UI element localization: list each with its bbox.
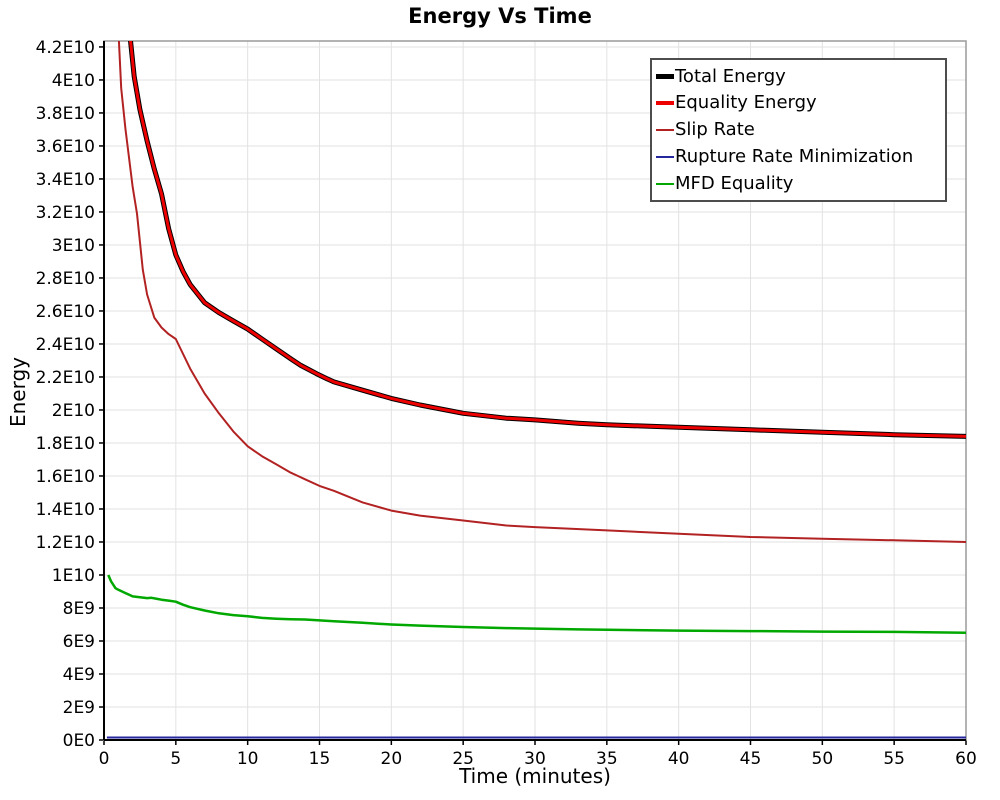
- legend-item-mfd-equality: MFD Equality: [656, 172, 941, 194]
- y-tick-label: 1.8E10: [36, 434, 95, 454]
- x-tick-label: 30: [524, 749, 546, 769]
- x-tick-label: 15: [309, 749, 331, 769]
- y-tick-label: 2.6E10: [36, 302, 95, 322]
- y-tick-label: 1.4E10: [36, 500, 95, 520]
- legend-item-equality-energy: Equality Energy: [656, 93, 941, 113]
- chart-title: Energy Vs Time: [408, 4, 592, 28]
- x-tick-label: 5: [170, 749, 181, 769]
- y-tick-label: 2E9: [63, 698, 95, 718]
- y-tick-label: 6E9: [63, 632, 95, 652]
- y-tick-label: 1.6E10: [36, 467, 95, 487]
- y-tick-label: 2.8E10: [36, 269, 95, 289]
- series-line-slip-rate: [117, 41, 966, 543]
- legend-label: Total Energy: [675, 65, 786, 87]
- y-tick-label: 3.8E10: [36, 104, 95, 124]
- legend-line-swatch: [656, 73, 674, 79]
- y-tick-label: 0E0: [63, 731, 95, 751]
- legend-label: Equality Energy: [675, 92, 817, 114]
- series-line-equality-energy: [129, 41, 966, 438]
- legend-line-swatch: [656, 155, 674, 158]
- y-tick-label: 2.2E10: [36, 368, 95, 388]
- legend-item-slip-rate: Slip Rate: [656, 120, 941, 140]
- x-tick-label: 50: [812, 749, 834, 769]
- x-tick-label: 60: [955, 749, 977, 769]
- x-tick-label: 25: [452, 749, 474, 769]
- legend-item-total-energy: Total Energy: [656, 65, 941, 87]
- legend-label: Rupture Rate Minimization: [675, 145, 914, 167]
- legend-label: Slip Rate: [675, 119, 755, 141]
- x-tick-label: 20: [381, 749, 403, 769]
- legend-line-swatch: [656, 101, 674, 106]
- y-tick-label: 1E10: [52, 566, 95, 586]
- y-tick-label: 8E9: [63, 599, 95, 619]
- y-tick-label: 3E10: [52, 236, 95, 256]
- y-tick-label: 3.4E10: [36, 170, 95, 190]
- y-tick-label: 4.2E10: [36, 38, 95, 58]
- legend-label: MFD Equality: [675, 172, 794, 194]
- y-tick-label: 2.4E10: [36, 335, 95, 355]
- y-tick-label: 1.2E10: [36, 533, 95, 553]
- x-tick-label: 45: [740, 749, 762, 769]
- legend-box: Total Energy Equality Energy Slip Rate Rupt…: [650, 58, 947, 202]
- series-line-mfd-equality: [107, 574, 966, 634]
- y-tick-label: 2E10: [52, 401, 95, 421]
- y-tick-label: 4E9: [63, 665, 95, 685]
- legend-line-swatch: [656, 128, 674, 131]
- x-tick-label: 0: [99, 749, 110, 769]
- legend-item-rupture-rate-minimization: Rupture Rate Minimization: [656, 147, 941, 167]
- legend-line-swatch: [656, 182, 674, 185]
- y-tick-label: 4E10: [52, 71, 95, 91]
- x-tick-label: 10: [237, 749, 259, 769]
- x-tick-label: 35: [596, 749, 618, 769]
- x-axis-title: Time (minutes): [459, 764, 611, 788]
- x-tick-label: 40: [668, 749, 690, 769]
- x-tick-label: 55: [883, 749, 905, 769]
- y-tick-label: 3.6E10: [36, 137, 95, 157]
- y-tick-label: 3.2E10: [36, 203, 95, 223]
